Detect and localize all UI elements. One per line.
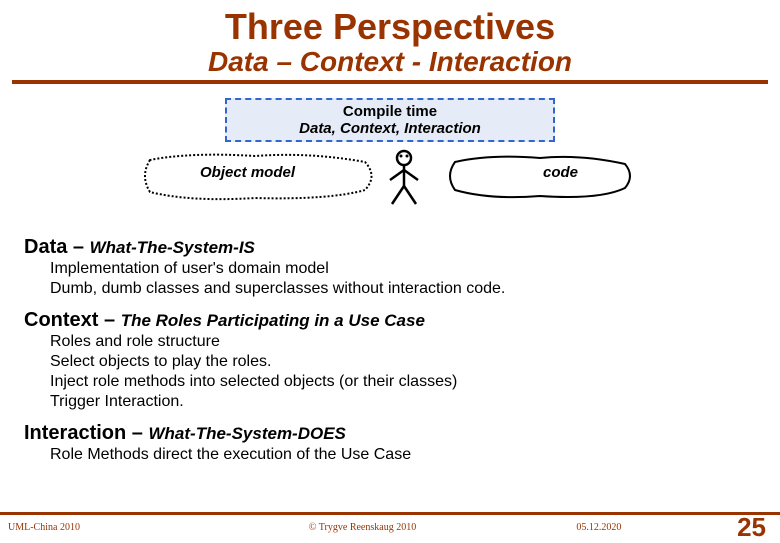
section-context-title: Context – (24, 309, 121, 331)
section-line: Inject role methods into selected object… (50, 372, 756, 392)
section-data-title: Data – (24, 236, 90, 258)
compile-line2: Data, Context, Interaction (233, 120, 547, 137)
section-data-sub: What-The-System-IS (90, 238, 255, 257)
object-model-label: Object model (200, 164, 295, 181)
footer-page-number: 25 (717, 512, 780, 543)
footer: UML-China 2010 © Trygve Reenskaug 2010 0… (0, 512, 780, 540)
diagram-area: Object model code (130, 146, 650, 226)
footer-date: 05.12.2020 (481, 522, 717, 533)
section-line: Dumb, dumb classes and superclasses with… (50, 279, 756, 299)
section-interaction-title: Interaction – (24, 422, 148, 444)
title-rule (12, 80, 768, 84)
compile-line1: Compile time (233, 103, 547, 120)
content-area: Data – What-The-System-IS Implementation… (24, 236, 756, 465)
section-context-head: Context – The Roles Participating in a U… (24, 309, 756, 332)
compile-time-box: Compile time Data, Context, Interaction (225, 98, 555, 142)
code-blob (440, 150, 640, 202)
section-interaction-head: Interaction – What-The-System-DOES (24, 422, 756, 445)
section-line: Select objects to play the roles. (50, 352, 756, 372)
slide-title: Three Perspectives (0, 0, 780, 48)
section-line: Trigger Interaction. (50, 392, 756, 412)
code-label: code (543, 164, 578, 181)
section-data-head: Data – What-The-System-IS (24, 236, 756, 259)
section-interaction-body: Role Methods direct the execution of the… (50, 445, 756, 465)
person-icon (384, 148, 424, 208)
section-data-body: Implementation of user's domain model Du… (50, 259, 756, 299)
section-line: Implementation of user's domain model (50, 259, 756, 279)
section-interaction-sub: What-The-System-DOES (148, 424, 345, 443)
footer-left: UML-China 2010 (0, 522, 244, 533)
section-line: Role Methods direct the execution of the… (50, 445, 756, 465)
section-line: Roles and role structure (50, 332, 756, 352)
slide-subtitle: Data – Context - Interaction (0, 46, 780, 78)
section-context-sub: The Roles Participating in a Use Case (121, 311, 425, 330)
section-context-body: Roles and role structure Select objects … (50, 332, 756, 412)
footer-center: © Trygve Reenskaug 2010 (244, 522, 480, 533)
